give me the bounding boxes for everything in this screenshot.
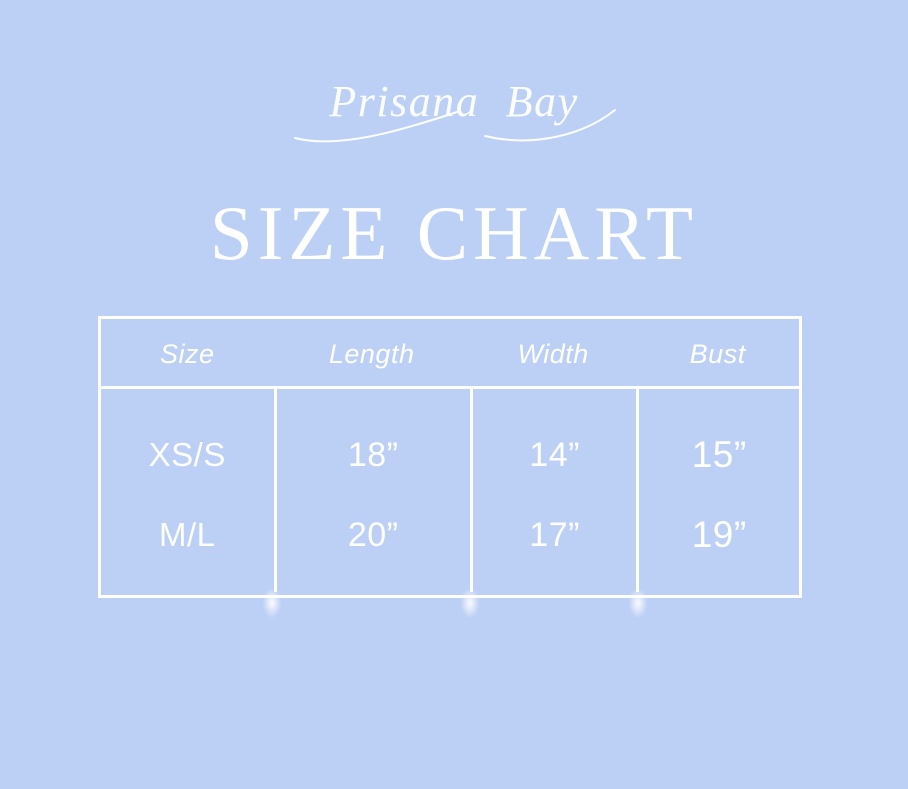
size-chart-table: Size Length Width Bust XS/S M/L 18” 20” … (98, 316, 802, 598)
width-value-row-2: 17” (529, 515, 580, 554)
size-value-row-2: M/L (159, 515, 216, 553)
length-value-row-1: 18” (347, 435, 399, 474)
column-header-width: Width (517, 339, 589, 369)
table-column-size: XS/S M/L (101, 389, 274, 592)
size-value-row-1: XS/S (148, 435, 226, 473)
table-body: XS/S M/L 18” 20” 14” 17” 15” 19” (101, 389, 799, 592)
bust-value-row-2: 19” (691, 513, 747, 555)
brand-logo-text: Prisana Bay (328, 77, 578, 126)
column-header-length: Length (328, 339, 415, 369)
length-value-row-2: 20” (347, 515, 399, 554)
column-header-size: Size (159, 339, 215, 369)
table-column-width: 14” 17” (469, 389, 637, 592)
table-column-bust: 15” 19” (636, 389, 799, 592)
bust-value-row-1: 15” (691, 433, 747, 475)
width-value-row-1: 14” (529, 435, 580, 474)
logo-underline-flourish (294, 111, 458, 143)
page-title: SIZE CHART (209, 190, 699, 276)
table-column-length: 18” 20” (273, 389, 470, 592)
logo-tail-flourish (484, 109, 616, 142)
column-header-bust: Bust (689, 339, 746, 369)
table-header-row: Size Length Width Bust (101, 319, 799, 389)
brand-logo: Prisana Bay (294, 77, 616, 143)
